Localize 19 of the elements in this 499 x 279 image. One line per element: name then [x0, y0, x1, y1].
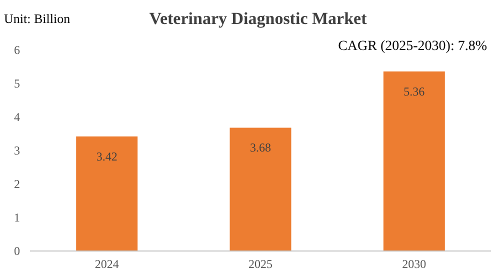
y-tick-label: 5 — [14, 76, 20, 91]
bar — [76, 136, 138, 251]
x-tick-label: 2030 — [402, 257, 426, 271]
y-tick-label: 2 — [14, 177, 20, 192]
data-label: 5.36 — [404, 84, 425, 98]
annotation: CAGR (2025-2030): 7.8% — [338, 39, 488, 54]
y-axis-title: Unit: Billion — [4, 11, 71, 26]
y-tick-label: 1 — [14, 210, 20, 225]
data-label: 3.68 — [250, 140, 271, 155]
bar — [383, 71, 445, 251]
bar — [230, 128, 292, 251]
y-tick-label: 4 — [14, 110, 20, 124]
y-tick-label: 3 — [14, 144, 20, 158]
y-tick-label: 6 — [14, 43, 20, 58]
y-tick-label: 0 — [14, 244, 20, 258]
x-tick-label: 2024 — [94, 257, 119, 271]
x-tick-label: 2025 — [248, 257, 272, 271]
data-label: 3.42 — [96, 149, 118, 164]
chart-title: Veterinary Diagnostic Market — [149, 9, 368, 28]
